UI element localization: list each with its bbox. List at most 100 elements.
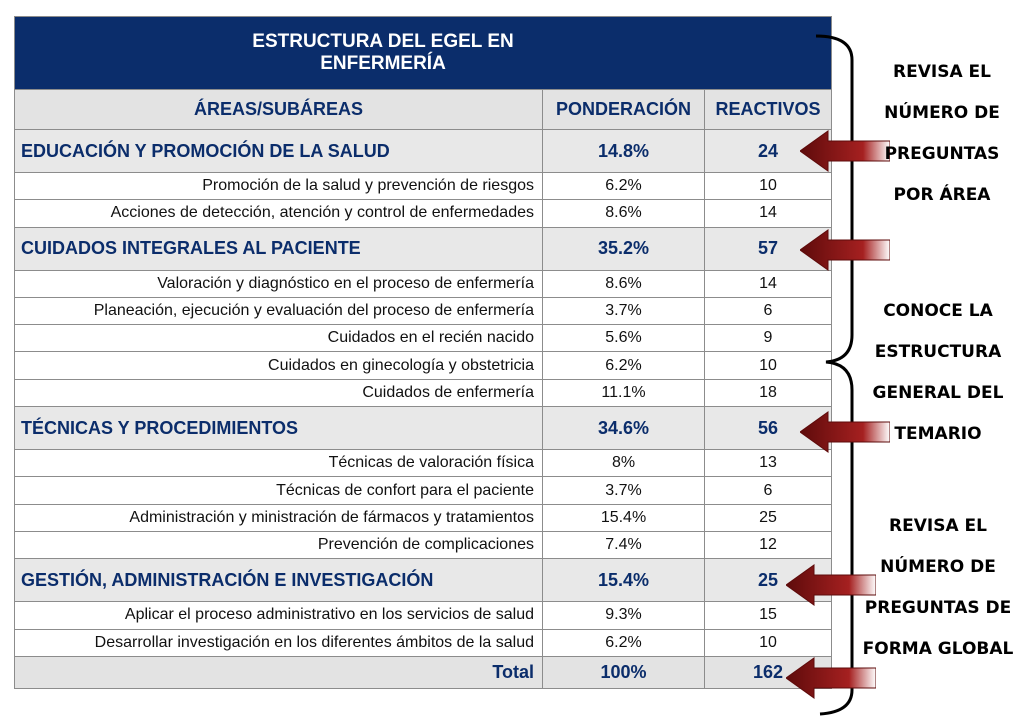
subarea-weight: 11.1% xyxy=(542,379,704,407)
subarea-name: Acciones de detección, atención y contro… xyxy=(110,204,534,222)
subarea-name: Promoción de la salud y prevención de ri… xyxy=(202,177,534,195)
table-title: ESTRUCTURA DEL EGEL EN ENFERMERÍA xyxy=(15,17,831,89)
subarea-weight: 8% xyxy=(542,450,704,477)
subarea-row: Cuidados de enfermería 11.1% 18 xyxy=(15,378,831,407)
header-weight: PONDERACIÓN xyxy=(542,90,704,129)
subarea-name: Prevención de complicaciones xyxy=(317,536,534,554)
subarea-row: Acciones de detección, atención y contro… xyxy=(15,199,831,227)
subarea-items: 18 xyxy=(704,379,831,407)
note-line: PREGUNTAS xyxy=(884,144,1000,164)
subarea-weight: 15.4% xyxy=(542,504,704,531)
subarea-weight: 6.2% xyxy=(542,173,704,200)
subarea-row: Cuidados en ginecología y obstetricia 6.… xyxy=(15,351,831,379)
subarea-items: 6 xyxy=(704,477,831,504)
subarea-row: Planeación, ejecución y evaluación del p… xyxy=(15,296,831,325)
note-line: FORMA GLOBAL xyxy=(862,639,1014,659)
note-line: REVISA EL xyxy=(889,516,987,536)
subarea-name: Valoración y diagnóstico en el proceso d… xyxy=(157,274,534,292)
note-line: GENERAL DEL xyxy=(872,383,1004,403)
area-row: TÉCNICAS Y PROCEDIMIENTOS 34.6% 56 xyxy=(15,406,831,450)
subarea-name: Cuidados en el recién nacido xyxy=(327,329,534,347)
table-title-line2: ENFERMERÍA xyxy=(320,53,446,74)
area-weight: 35.2% xyxy=(542,227,704,270)
subarea-items: 6 xyxy=(704,297,831,325)
subarea-weight: 3.7% xyxy=(542,477,704,504)
total-row: Total 100% 162 xyxy=(15,655,831,688)
subarea-weight: 3.7% xyxy=(542,297,704,325)
subarea-weight: 9.3% xyxy=(542,602,704,629)
area-row: GESTIÓN, ADMINISTRACIÓN E INVESTIGACIÓN … xyxy=(15,558,831,602)
subarea-name: Técnicas de valoración física xyxy=(328,454,534,472)
subarea-weight: 8.6% xyxy=(542,270,704,297)
curly-brace xyxy=(815,34,854,716)
area-weight: 34.6% xyxy=(542,407,704,450)
subarea-name: Planeación, ejecución y evaluación del p… xyxy=(93,302,534,320)
subarea-items: 12 xyxy=(704,531,831,559)
subarea-weight: 8.6% xyxy=(542,200,704,227)
subarea-weight: 6.2% xyxy=(542,629,704,656)
area-name: GESTIÓN, ADMINISTRACIÓN E INVESTIGACIÓN xyxy=(21,569,434,590)
area-row: EDUCACIÓN Y PROMOCIÓN DE LA SALUD 14.8% … xyxy=(15,129,831,172)
area-weight: 15.4% xyxy=(542,559,704,602)
area-weight: 14.8% xyxy=(542,130,704,172)
subarea-name: Aplicar el proceso administrativo en los… xyxy=(124,606,534,624)
area-row: CUIDADOS INTEGRALES AL PACIENTE 35.2% 57 xyxy=(15,226,831,270)
arrow-left-icon xyxy=(800,229,890,271)
note-line: POR ÁREA xyxy=(893,185,991,205)
area-name: EDUCACIÓN Y PROMOCIÓN DE LA SALUD xyxy=(21,140,390,161)
area-name: CUIDADOS INTEGRALES AL PACIENTE xyxy=(21,238,361,259)
subarea-row: Prevención de complicaciones 7.4% 12 xyxy=(15,530,831,559)
subarea-row: Administración y ministración de fármaco… xyxy=(15,503,831,531)
subarea-items: 25 xyxy=(704,504,831,531)
subarea-row: Desarrollar investigación en los diferen… xyxy=(15,628,831,656)
total-weight: 100% xyxy=(542,656,704,688)
subarea-row: Técnicas de valoración física 8% 13 xyxy=(15,449,831,477)
subarea-row: Técnicas de confort para el paciente 3.7… xyxy=(15,476,831,504)
total-items: 162 xyxy=(704,656,831,688)
subarea-weight: 7.4% xyxy=(542,531,704,559)
subarea-weight: 5.6% xyxy=(542,325,704,352)
subarea-name: Técnicas de confort para el paciente xyxy=(276,481,534,499)
arrow-left-icon xyxy=(800,130,890,172)
area-name: TÉCNICAS Y PROCEDIMIENTOS xyxy=(21,417,299,438)
subarea-weight: 6.2% xyxy=(542,352,704,379)
note-global-questions: REVISA EL NÚMERO DE PREGUNTAS DE FORMA G… xyxy=(858,506,1018,670)
subarea-name: Cuidados en ginecología y obstetricia xyxy=(268,356,534,374)
egel-structure-table: ESTRUCTURA DEL EGEL EN ENFERMERÍA ÁREAS/… xyxy=(14,16,832,689)
subarea-items: 10 xyxy=(704,352,831,379)
note-line: ESTRUCTURA xyxy=(874,342,1002,362)
subarea-name: Cuidados de enfermería xyxy=(362,383,534,401)
header-items: REACTIVOS xyxy=(704,90,831,129)
note-line: NÚMERO DE xyxy=(884,103,1000,123)
subarea-items: 14 xyxy=(704,270,831,297)
total-label: Total xyxy=(492,661,534,682)
note-line: CONOCE LA xyxy=(883,301,993,321)
arrow-left-icon xyxy=(800,411,890,453)
note-line: NÚMERO DE xyxy=(880,557,996,577)
arrow-left-icon xyxy=(786,564,876,606)
subarea-items: 9 xyxy=(704,325,831,352)
subarea-row: Cuidados en el recién nacido 5.6% 9 xyxy=(15,324,831,352)
subarea-row: Aplicar el proceso administrativo en los… xyxy=(15,601,831,629)
arrow-left-icon xyxy=(786,657,876,699)
subarea-items: 15 xyxy=(704,602,831,629)
note-line: REVISA EL xyxy=(893,62,991,82)
note-questions-per-area: REVISA EL NÚMERO DE PREGUNTAS POR ÁREA xyxy=(862,52,1022,216)
table-header-row: ÁREAS/SUBÁREAS PONDERACIÓN REACTIVOS xyxy=(15,89,831,129)
note-line: PREGUNTAS DE xyxy=(864,598,1012,618)
subarea-row: Valoración y diagnóstico en el proceso d… xyxy=(15,269,831,297)
subarea-items: 10 xyxy=(704,629,831,656)
subarea-items: 10 xyxy=(704,173,831,200)
subarea-items: 13 xyxy=(704,450,831,477)
note-general-structure: CONOCE LA ESTRUCTURA GENERAL DEL TEMARIO xyxy=(858,291,1018,455)
header-areas: ÁREAS/SUBÁREAS xyxy=(193,99,364,119)
subarea-name: Administración y ministración de fármaco… xyxy=(129,508,534,526)
area-items: 57 xyxy=(704,227,831,270)
area-items: 24 xyxy=(704,130,831,172)
subarea-name: Desarrollar investigación en los diferen… xyxy=(94,633,534,651)
subarea-row: Promoción de la salud y prevención de ri… xyxy=(15,172,831,200)
table-title-line1: ESTRUCTURA DEL EGEL EN xyxy=(252,31,514,52)
note-line: TEMARIO xyxy=(894,424,982,444)
subarea-items: 14 xyxy=(704,200,831,227)
area-items: 56 xyxy=(704,407,831,450)
